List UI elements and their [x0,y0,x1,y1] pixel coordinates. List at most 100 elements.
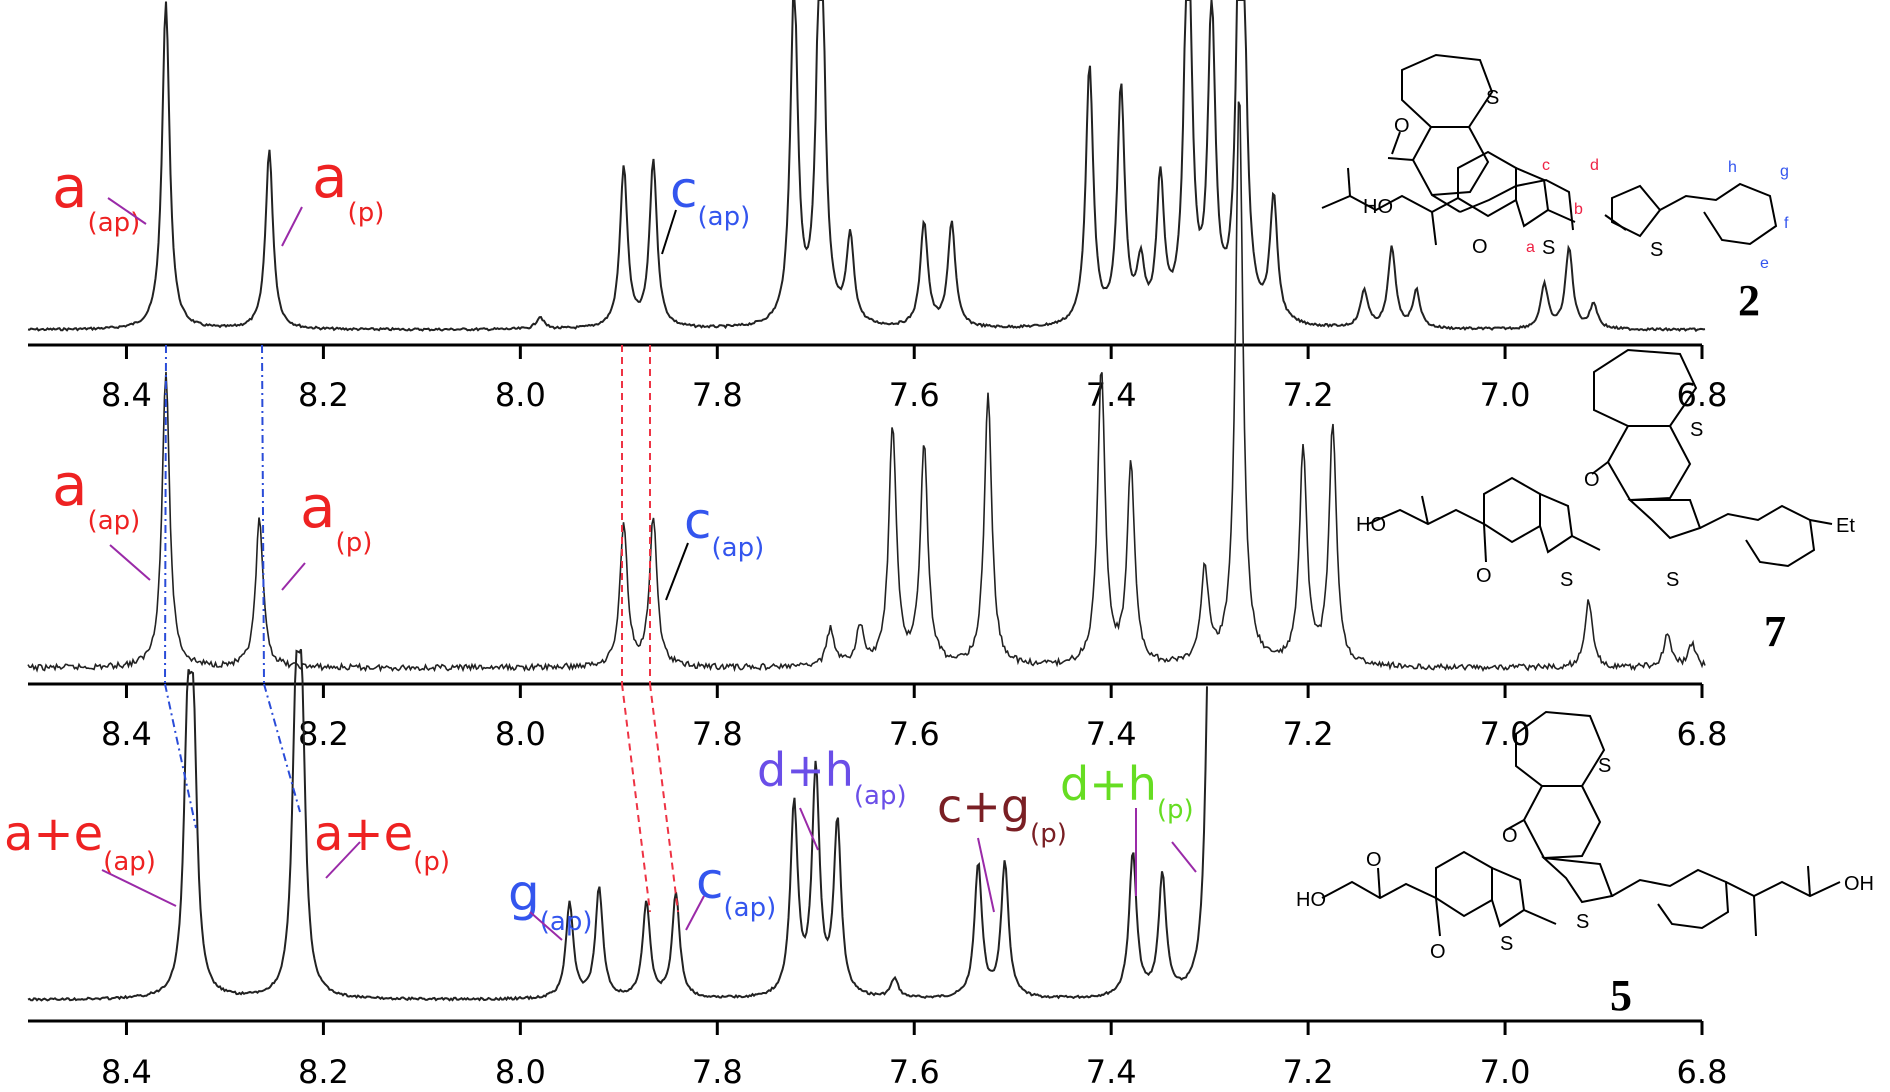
svg-text:a(ap): a(ap) [52,451,140,536]
atom-label-s: S [1598,755,1611,777]
annotation-a-ap-top: a(ap) [52,153,147,238]
atom-label-oh: OH [1844,873,1874,895]
x-axis-tick-label: 8.0 [495,715,546,753]
x-axis-ticks-top: 8.4 8.2 8.0 7.8 7.6 7.4 7.2 7.0 6.8 [101,345,1727,414]
annotation-a-e-p-bottom: a+e(p) [314,806,450,879]
atom-letter-g: g [1780,163,1789,180]
atom-label-s: S [1542,237,1555,259]
x-axis-tick-label: 7.8 [692,376,743,414]
x-axis-tick-label: 7.4 [1086,1053,1137,1091]
structure-compound-5-labels: O S HO O O S S OH 5 [1296,755,1874,1020]
svg-text:c(ap): c(ap) [670,161,750,232]
peak-label-sub: (ap) [103,847,156,877]
atom-letter-a: a [1526,239,1535,256]
peak-label-main: a+e [4,806,103,862]
svg-text:c(ap): c(ap) [684,492,764,563]
peak-label-sub: (ap) [854,781,907,811]
annotation-a-p-middle: a(p) [281,473,372,591]
x-axis-tick-label: 7.2 [1283,1053,1334,1091]
x-axis-tick-label: 7.2 [1283,376,1334,414]
atom-label-s: S [1650,239,1663,261]
annotation-c-ap-bottom: c(ap) [685,852,776,931]
guide-line-red-3 [621,683,651,913]
atom-label-o: O [1472,236,1488,258]
atom-label-s: S [1576,911,1589,933]
atom-letter-f: f [1784,215,1789,232]
peak-label-main: c [684,492,712,550]
annotation-d-h-p-bottom: d+h(p) [1060,757,1197,896]
peak-label-main: c [670,161,698,219]
compound-number-2: 2 [1738,276,1760,325]
x-axis-tick-label: 8.2 [298,376,349,414]
spectrum-trace-middle [27,101,1706,673]
peak-label-sub: (p) [336,528,373,558]
x-axis-tick-label: 7.4 [1086,715,1137,753]
x-axis-tick-label: 7.0 [1480,376,1531,414]
x-axis-tick-label: 6.8 [1677,1053,1728,1091]
peak-label-main: d+h [1060,757,1157,811]
annotation-g-ap-bottom: g(ap) [508,864,592,941]
atom-letter-c: c [1542,157,1550,174]
svg-text:d+h(ap): d+h(ap) [757,743,907,811]
annotation-c-ap-middle: c(ap) [665,492,764,601]
peak-label-sub: (ap) [88,208,141,238]
x-axis-tick-label: 8.2 [298,1053,349,1091]
x-axis-tick-label: 8.4 [101,376,152,414]
atom-label-o: O [1366,849,1382,871]
peak-label-main: g [508,864,540,922]
atom-label-o: O [1430,941,1446,963]
annotation-a-p-top: a(p) [281,143,384,247]
x-axis-ticks-bottom: 8.4 8.2 8.0 7.8 7.6 7.4 7.2 7.0 6.8 [101,1021,1727,1091]
annotation-a-e-ap-bottom: a+e(ap) [4,806,177,907]
panel-top: 8.4 8.2 8.0 7.8 7.6 7.4 7.2 7.0 6.8 a(ap) a(p) c… [27,0,1727,414]
x-axis-tick-label: 7.8 [692,715,743,753]
atom-label-ho: HO [1296,889,1326,911]
peak-label-main: a [300,473,336,541]
svg-text:a(p): a(p) [312,143,384,228]
atom-letter-b: b [1574,201,1583,218]
x-axis-tick-label: 7.2 [1283,715,1334,753]
guide-line-blue-4 [263,683,301,813]
structure-compound-5 [1321,710,1841,937]
guide-lines [164,344,679,913]
structure-compound-2 [1321,53,1778,246]
x-axis-tick-label: 7.4 [1086,376,1137,414]
svg-text:a(ap): a(ap) [52,153,140,238]
panel-middle: 8.4 8.2 8.0 7.8 7.6 7.4 7.2 7.0 6.8 a(ap) a(p) c… [27,101,1727,753]
peak-label-sub: (ap) [540,907,593,937]
x-axis-tick-label: 7.6 [889,715,940,753]
x-axis-tick-label: 8.2 [298,715,349,753]
peak-label-main: a [312,143,348,211]
svg-text:c+g(p): c+g(p) [937,779,1067,849]
svg-text:g(ap): g(ap) [508,864,592,937]
atom-letter-e: e [1760,255,1769,272]
svg-text:a+e(ap): a+e(ap) [4,806,156,877]
svg-text:c(ap): c(ap) [696,852,776,923]
x-axis-tick-label: 7.0 [1480,715,1531,753]
atom-label-s: S [1486,87,1499,109]
atom-label-s: S [1690,419,1703,441]
peak-label-sub: (ap) [698,202,751,232]
peak-label-sub: (ap) [712,533,765,563]
annotation-a-ap-middle: a(ap) [52,451,151,581]
x-axis-tick-label: 7.8 [692,1053,743,1091]
structure-compound-7 [1367,348,1833,568]
peak-label-sub: (p) [1030,819,1067,849]
x-axis-tick-label: 8.0 [495,376,546,414]
panel-bottom: 8.4 8.2 8.0 7.8 7.6 7.4 7.2 7.0 6.8 a+e(ap) a+e(… [4,648,1727,1091]
atom-letter-d: d [1590,157,1599,174]
peak-label-sub: (p) [348,198,385,228]
atom-letter-h: h [1728,159,1737,176]
structure-compound-7-labels: O S HO O S S Et 7 [1356,419,1855,656]
svg-text:a(p): a(p) [300,473,372,558]
atom-label-et: Et [1836,515,1855,537]
x-axis-tick-label: 7.6 [889,376,940,414]
spectrum-trace-bottom [27,648,1208,1002]
peak-label-sub: (ap) [724,893,777,923]
peak-label-sub: (p) [1157,795,1194,825]
peak-label-main: a [52,451,88,519]
peak-label-sub: (p) [413,847,450,877]
atom-label-ho: HO [1363,196,1393,218]
peak-label-sub: (ap) [88,506,141,536]
